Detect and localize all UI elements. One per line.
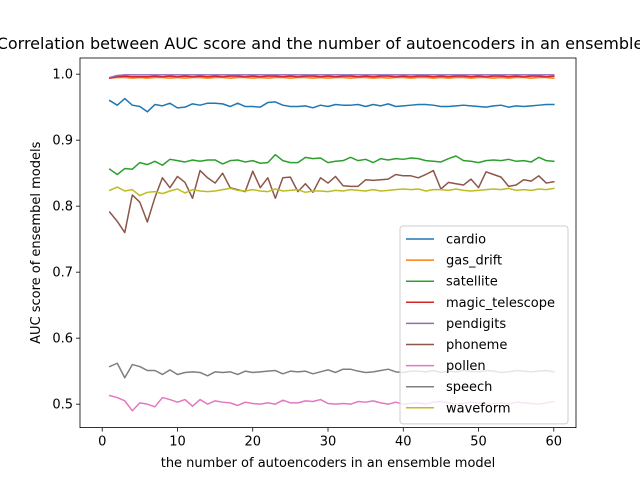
chart-title: Correlation between AUC score and the nu…	[0, 34, 640, 53]
legend-box	[399, 225, 569, 425]
legend-label: waveform	[446, 401, 511, 416]
legend-label: pollen	[446, 359, 486, 374]
y-tick-label: 0.9	[52, 134, 73, 149]
series-line-pendigits	[108, 74, 555, 79]
legend-label: magic_telescope	[446, 296, 555, 311]
x-tick-label: 50	[470, 435, 487, 450]
y-tick-label: 0.8	[52, 200, 73, 215]
legend-label: gas_drift	[446, 254, 502, 269]
legend-label: pendigits	[446, 317, 506, 332]
series-line-phoneme	[108, 169, 555, 234]
legend-label: phoneme	[446, 338, 507, 353]
legend-label: cardio	[446, 233, 486, 248]
x-tick-label: 10	[169, 435, 186, 450]
legend-label: satellite	[446, 275, 498, 290]
x-tick-label: 20	[244, 435, 261, 450]
x-axis-ticks: 0 10 20 30 40 50 60	[98, 427, 563, 450]
y-tick-label: 0.5	[52, 398, 73, 413]
series-line-cardio	[108, 97, 555, 113]
x-tick-label: 0	[98, 435, 106, 450]
y-axis-label: AUC score of ensembel models	[29, 141, 44, 343]
series-line-satellite	[108, 153, 555, 176]
y-tick-label: 1.0	[52, 68, 73, 83]
y-tick-label: 0.6	[52, 332, 73, 347]
legend: cardio gas_drift satellite magic_telescopep…	[399, 225, 569, 425]
x-axis-label: the number of autoencoders in an ensembl…	[161, 456, 496, 471]
x-tick-label: 30	[320, 435, 337, 450]
legend-label: speech	[446, 380, 492, 395]
axes-frame	[79, 57, 577, 429]
x-tick-label: 60	[546, 435, 563, 450]
series-line-gas-drift	[108, 76, 555, 79]
series-line-magic-telescope	[108, 75, 555, 79]
series-lines	[108, 74, 555, 412]
x-tick-label: 40	[395, 435, 412, 450]
series-line-waveform	[108, 186, 555, 197]
y-axis-ticks: 0.5 0.6 0.7 0.8 0.9 1.0	[52, 68, 80, 413]
y-tick-label: 0.7	[52, 266, 73, 281]
